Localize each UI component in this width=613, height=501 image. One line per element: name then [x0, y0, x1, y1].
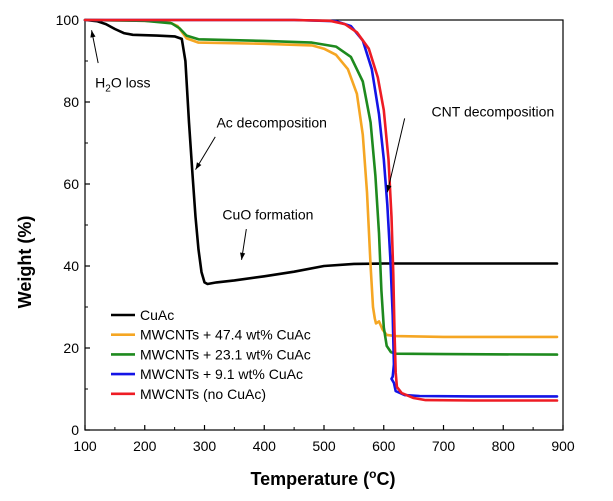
annotation-arrowhead-cnt	[386, 184, 392, 193]
x-tick-label: 600	[372, 438, 396, 454]
annotation-label-h2o: H2O loss	[95, 75, 150, 95]
legend-label-1: CuAc	[140, 307, 174, 323]
legend-label-4: MWCNTs + 9.1 wt% CuAc	[140, 366, 303, 382]
series-line-5	[83, 18, 559, 402]
x-tick-label: 200	[133, 438, 157, 454]
x-tick-label: 800	[492, 438, 516, 454]
x-tick-label: 900	[551, 438, 575, 454]
annotation-arrowhead-h2o	[90, 30, 96, 38]
annotation-arrowhead-ac	[195, 162, 202, 170]
annotation-label-cnt: CNT decomposition	[432, 103, 555, 119]
annotation-arrow-cnt	[386, 118, 406, 193]
series-line-3	[83, 18, 559, 356]
series-line-2	[83, 18, 559, 339]
y-tick-label: 0	[71, 422, 79, 438]
annotation-arrowhead-cuo	[240, 252, 246, 260]
x-tick-label: 300	[193, 438, 217, 454]
series-line-1	[83, 18, 559, 286]
legend-label-3: MWCNTs + 23.1 wt% CuAc	[140, 346, 311, 362]
x-tick-label: 100	[73, 438, 97, 454]
x-tick-label: 500	[312, 438, 336, 454]
y-tick-label: 40	[63, 258, 79, 274]
x-tick-label: 400	[253, 438, 277, 454]
legend-label-5: MWCNTs (no CuAc)	[140, 386, 266, 402]
annotation-label-ac: Ac decomposition	[216, 114, 327, 130]
y-axis-title: Weight (%)	[15, 216, 35, 309]
y-tick-label: 100	[56, 12, 80, 28]
annotation-label-cuo: CuO formation	[222, 207, 313, 223]
series-lines	[83, 18, 559, 402]
y-tick-label: 60	[63, 176, 79, 192]
x-axis-title: Temperature (oC)	[250, 467, 395, 489]
axis-ticks: 100 200 300 400 500 600 700 800 900 0 20 40 60 80 100	[56, 12, 575, 454]
annotations: H2O loss Ac decomposition CuO formation CNT…	[90, 30, 554, 260]
legend-label-2: MWCNTs + 47.4 wt% CuAc	[140, 327, 311, 343]
x-tick-label: 700	[432, 438, 456, 454]
legend: CuAc MWCNTs + 47.4 wt% CuAc MWCNTs + 23.1 …	[111, 307, 311, 402]
y-tick-label: 20	[63, 340, 79, 356]
y-tick-label: 80	[63, 94, 79, 110]
